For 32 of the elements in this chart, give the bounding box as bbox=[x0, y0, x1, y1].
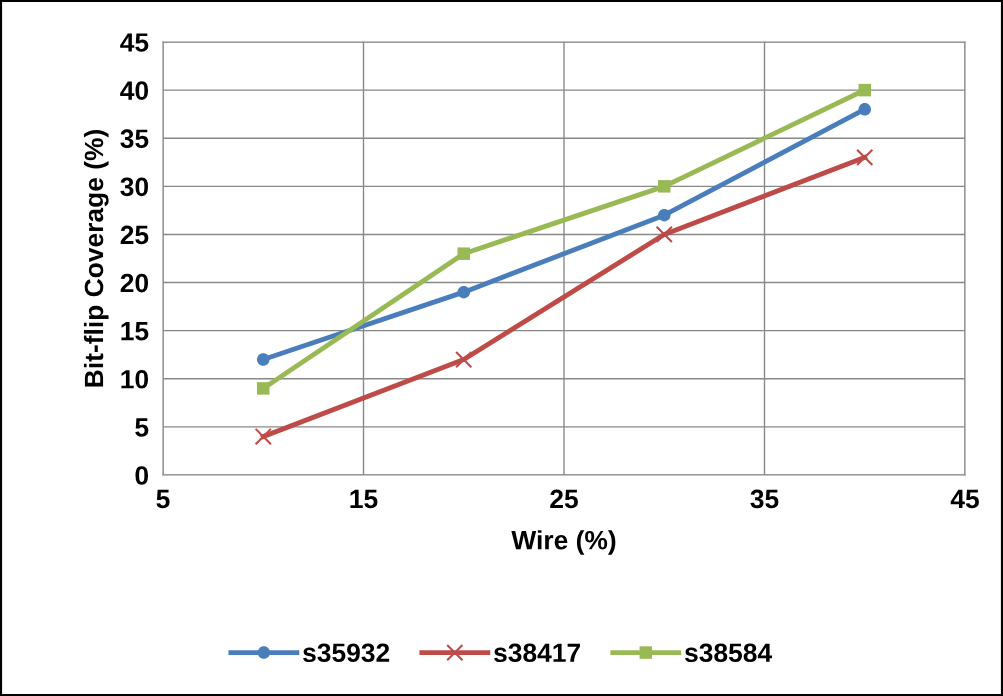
point bbox=[457, 247, 470, 260]
x-tick-label: 15 bbox=[350, 489, 378, 509]
point bbox=[455, 350, 473, 369]
legend-label: s35932 bbox=[303, 643, 390, 663]
point bbox=[257, 382, 270, 395]
y-tick-label: 45 bbox=[120, 33, 149, 52]
point bbox=[254, 427, 272, 446]
x-tick-label: 5 bbox=[156, 489, 170, 509]
legend-label: s38417 bbox=[494, 643, 580, 663]
point bbox=[655, 225, 673, 244]
point bbox=[658, 180, 671, 193]
y-tick-label: 0 bbox=[135, 466, 149, 485]
point bbox=[658, 208, 671, 222]
legend-label: s38584 bbox=[684, 643, 772, 663]
y-tick-label: 25 bbox=[120, 225, 149, 245]
x-tick-label: 25 bbox=[550, 489, 578, 509]
point bbox=[858, 103, 871, 116]
y-tick-label: 20 bbox=[120, 273, 149, 293]
point bbox=[457, 285, 470, 299]
y-tick-label: 15 bbox=[121, 322, 149, 341]
y-tick-label: 30 bbox=[120, 177, 149, 197]
y-tick-label: 5 bbox=[135, 418, 149, 437]
x-tick-label: 35 bbox=[750, 489, 779, 509]
point bbox=[858, 83, 871, 97]
y-tick-label: 40 bbox=[120, 81, 149, 100]
y-tick-label: 10 bbox=[121, 369, 149, 389]
point bbox=[257, 353, 270, 366]
x-tick-label: 45 bbox=[950, 489, 979, 509]
y-axis-title: Bit-flip Coverage (%) bbox=[83, 130, 109, 387]
point bbox=[856, 148, 874, 167]
y-tick-label: 35 bbox=[120, 129, 149, 149]
x-axis-title: Wire (%) bbox=[511, 530, 616, 555]
